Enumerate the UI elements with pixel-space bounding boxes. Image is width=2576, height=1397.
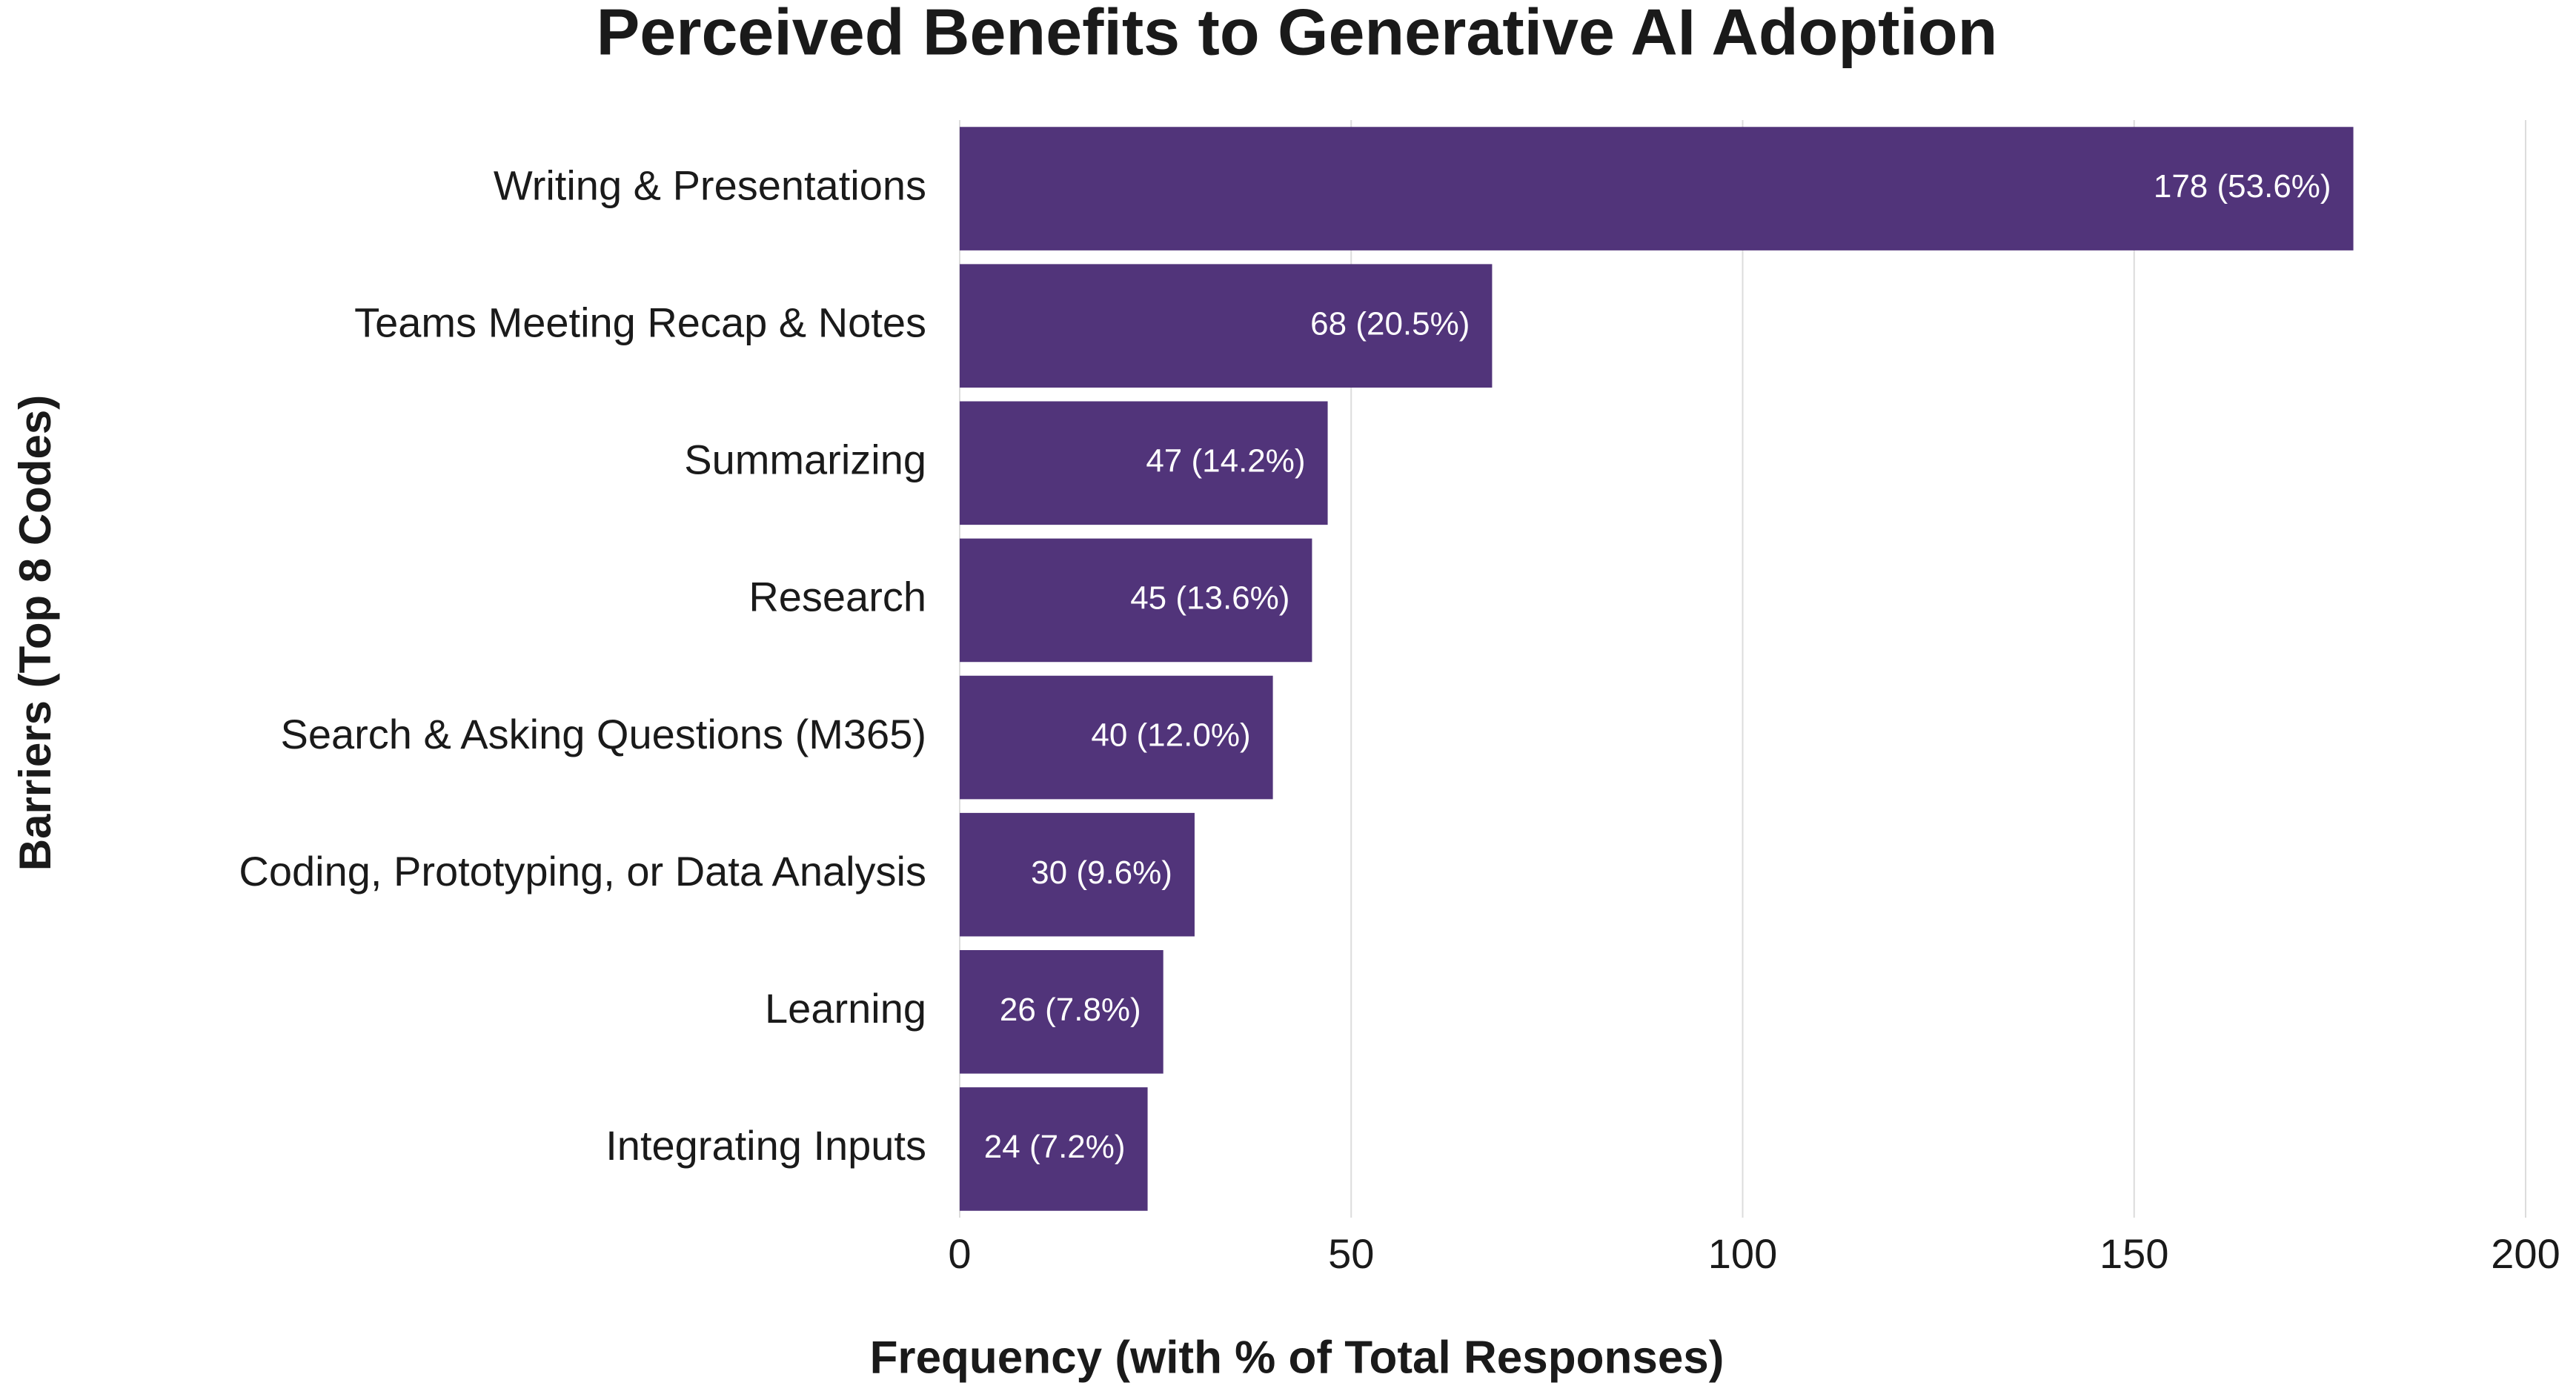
bar — [960, 538, 1312, 663]
x-tick-label: 200 — [2491, 1230, 2560, 1277]
y-tick-label: Search & Asking Questions (M365) — [280, 711, 926, 757]
value-label: 45 (13.6%) — [1130, 580, 1289, 617]
y-tick-label: Coding, Prototyping, or Data Analysis — [239, 848, 926, 895]
y-tick-label: Summarizing — [684, 437, 926, 483]
bar — [960, 812, 1195, 937]
bar — [960, 401, 1328, 525]
value-label: 68 (20.5%) — [1310, 305, 1470, 342]
chart-title: Perceived Benefits to Generative AI Adop… — [597, 0, 1998, 68]
x-tick-label: 100 — [1708, 1230, 1777, 1277]
x-tick-label: 150 — [2099, 1230, 2168, 1277]
value-label: 178 (53.6%) — [2154, 168, 2331, 205]
value-label: 47 (14.2%) — [1146, 442, 1305, 479]
y-tick-label: Integrating Inputs — [605, 1122, 926, 1169]
x-tick-label: 0 — [948, 1230, 971, 1277]
bar — [960, 127, 2354, 250]
x-tick-label: 50 — [1328, 1230, 1374, 1277]
x-axis-label: Frequency (with % of Total Responses) — [870, 1332, 1724, 1383]
value-label: 24 (7.2%) — [984, 1129, 1126, 1165]
y-tick-label: Teams Meeting Recap & Notes — [354, 299, 926, 345]
value-label: 40 (12.0%) — [1091, 717, 1250, 754]
bar — [960, 950, 1163, 1074]
bar — [960, 1087, 1148, 1211]
y-tick-label: Writing & Presentations — [494, 162, 926, 208]
y-tick-label: Research — [748, 574, 926, 620]
bar — [960, 675, 1273, 800]
y-axis-label: Barriers (Top 8 Codes) — [10, 395, 60, 871]
value-label: 30 (9.6%) — [1031, 855, 1172, 891]
y-tick-label: Learning — [765, 985, 926, 1032]
bar — [960, 264, 1493, 388]
value-label: 26 (7.8%) — [1000, 992, 1141, 1028]
